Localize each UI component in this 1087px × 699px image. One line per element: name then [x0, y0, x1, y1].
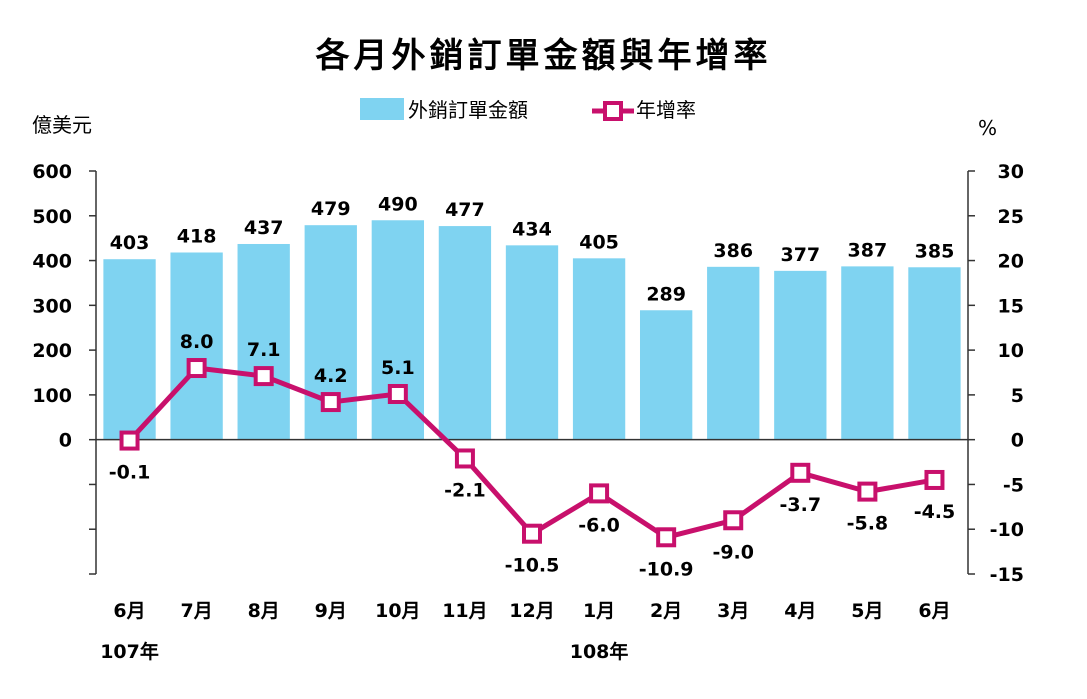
line-point-marker: [857, 481, 878, 502]
legend-label-line: 年增率: [636, 98, 696, 122]
line-value-label: -5.8: [847, 513, 889, 535]
right-tick-label: 0: [1011, 430, 1024, 452]
line-point-marker: [790, 462, 811, 483]
category-label: 7月: [180, 600, 212, 622]
bar-value-label: 434: [512, 218, 552, 240]
right-tick-label: 20: [998, 251, 1024, 273]
bar: [639, 310, 693, 440]
category-label: 8月: [248, 600, 280, 622]
bar: [371, 220, 425, 440]
bar: [841, 266, 894, 440]
category-label: 2月: [650, 600, 682, 622]
line-point-marker: [522, 523, 542, 544]
legend-label-bar: 外銷訂單金額: [408, 98, 528, 122]
line-value-label: -2.1: [444, 479, 486, 501]
category-label: 9月: [315, 600, 347, 622]
right-tick-label: 10: [998, 340, 1024, 362]
labels-layer: 403 418 437 479 490 477 434 405 289 386 377 387 385 -…: [109, 193, 955, 580]
bar: [908, 267, 961, 440]
category-label: 6月: [113, 600, 145, 622]
category-label: 12月: [509, 600, 554, 622]
bar-value-label: 405: [579, 231, 619, 253]
bar: [170, 252, 223, 440]
line-value-label: -6.0: [578, 514, 620, 536]
bar: [572, 258, 626, 440]
category-label: 1月: [583, 600, 615, 622]
line-point-marker: [387, 383, 408, 404]
bar-value-label: 437: [244, 217, 284, 239]
legend-swatch-marker: [603, 101, 623, 121]
line-value-label: 4.2: [314, 365, 348, 387]
bar: [237, 243, 290, 440]
line-value-label: -9.0: [712, 541, 754, 563]
bar-value-label: 479: [311, 198, 351, 220]
bar-value-label: 418: [177, 225, 217, 247]
axes-layer: 0 100 200 300 400 500 600 -15 -10 -5 0 5 10 15 20 25 30 6…: [32, 161, 1024, 663]
line-point-marker: [186, 358, 207, 379]
right-tick-label: 30: [998, 161, 1024, 183]
year-label: 107年: [100, 640, 159, 663]
line-point-marker: [656, 527, 677, 548]
right-tick-label: -5: [1003, 474, 1024, 496]
line-point-marker: [454, 448, 475, 469]
left-axis-unit: 億美元: [32, 113, 92, 137]
category-label: 5月: [851, 600, 883, 622]
left-tick-label: 400: [32, 251, 72, 273]
line-value-label: -0.1: [109, 462, 151, 484]
year-label: 108年: [570, 640, 629, 663]
right-tick-label: -15: [990, 564, 1024, 586]
left-tick-label: 100: [32, 385, 72, 407]
bar-value-label: 490: [378, 193, 418, 215]
bar-value-label: 477: [445, 199, 485, 221]
line-point-marker: [589, 483, 610, 504]
bar: [774, 270, 827, 440]
line-point-marker: [253, 366, 274, 387]
line-point-marker: [723, 510, 744, 531]
line-point-marker: [320, 392, 341, 413]
bar-value-label: 403: [110, 232, 150, 254]
right-tick-label: -10: [990, 519, 1024, 541]
bar-value-label: 377: [780, 244, 820, 266]
left-tick-label: 300: [32, 295, 72, 317]
line-value-label: -3.7: [780, 494, 822, 516]
bar-value-label: 386: [713, 240, 753, 262]
bar-value-label: 289: [646, 283, 686, 305]
category-label: 4月: [784, 600, 816, 622]
left-tick-label: 200: [32, 340, 72, 362]
chart-title: 各月外銷訂單金額與年增率: [315, 36, 772, 76]
bar: [505, 245, 559, 440]
category-label: 10月: [375, 600, 420, 622]
bars-layer: [103, 220, 961, 440]
left-tick-label: 600: [32, 161, 72, 183]
legend: 外銷訂單金額 年增率: [360, 98, 696, 122]
line-value-label: -10.5: [505, 555, 560, 577]
category-label: 3月: [717, 600, 749, 622]
left-tick-label: 0: [59, 430, 72, 452]
bar: [707, 266, 760, 440]
line-value-label: -10.9: [639, 558, 694, 580]
bar: [103, 259, 156, 440]
line-value-label: -4.5: [914, 501, 956, 523]
bar-value-label: 385: [915, 240, 955, 262]
right-tick-label: 15: [998, 295, 1024, 317]
line-value-label: 7.1: [247, 339, 281, 361]
bar-value-label: 387: [848, 239, 888, 261]
line-point-marker: [119, 430, 140, 451]
right-tick-label: 5: [1011, 385, 1024, 407]
bar: [438, 226, 492, 440]
line-value-label: 8.0: [180, 331, 214, 353]
right-axis-unit: %: [978, 116, 997, 140]
right-tick-label: 25: [998, 206, 1024, 228]
line-point-marker: [924, 469, 945, 490]
line-value-label: 5.1: [381, 357, 415, 379]
left-tick-label: 500: [32, 206, 72, 228]
category-label: 11月: [442, 600, 487, 622]
line-layer: [119, 358, 945, 548]
category-label: 6月: [918, 600, 950, 622]
legend-swatch-bar: [360, 98, 404, 120]
